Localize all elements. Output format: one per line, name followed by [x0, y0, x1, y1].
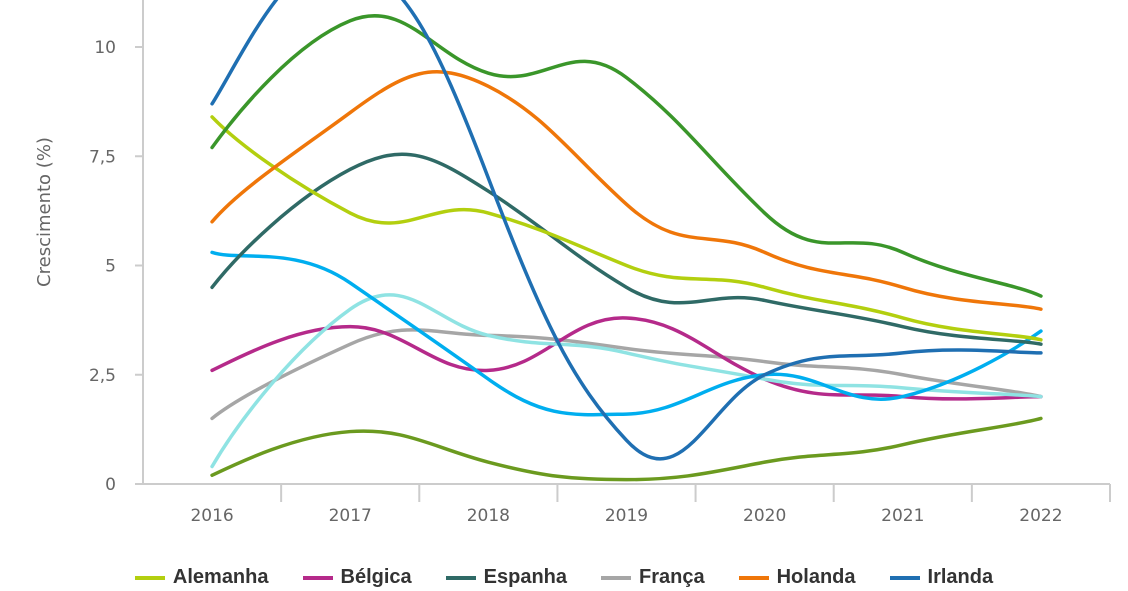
legend-item[interactable]: Alemanha [134, 566, 269, 589]
x-tick-label: 2017 [329, 506, 372, 526]
y-axis-title: Crescimento (%) [34, 137, 55, 287]
series-line-espanha [210, 152, 1043, 346]
legend-label: Espanha [483, 566, 568, 588]
series-line-series-9 [210, 293, 1043, 469]
legend-swatch [601, 575, 632, 580]
legend-item[interactable]: Espanha [445, 566, 568, 589]
series-line-series-8 [210, 250, 1043, 417]
x-tick-label: 2016 [190, 506, 233, 526]
series-line-irlanda [210, 0, 1043, 461]
legend-label: Irlanda [927, 566, 994, 588]
x-tick-label: 2018 [467, 506, 510, 526]
legend-swatch [302, 575, 333, 580]
legend-swatch [445, 575, 476, 580]
legend-item[interactable]: França [601, 566, 705, 589]
y-tick-label: 2,5 [89, 366, 116, 386]
legend-label: França [639, 566, 705, 588]
y-tick-label: 10 [94, 38, 116, 58]
legend-label: Bélgica [340, 566, 412, 588]
x-tick-label: 2020 [743, 506, 786, 526]
y-tick-label: 7,5 [89, 147, 116, 167]
legend-label: Holanda [776, 566, 856, 588]
legend-swatch [889, 575, 920, 580]
series-line-series-7 [210, 14, 1043, 298]
series-line-series-10 [210, 416, 1043, 482]
legend-item[interactable]: Bélgica [302, 566, 412, 589]
legend-label: Alemanha [172, 566, 269, 588]
series-line-frança [210, 328, 1043, 421]
legend-item[interactable]: Holanda [738, 566, 856, 589]
x-tick-label: 2019 [605, 506, 648, 526]
legend-swatch [134, 575, 165, 580]
legend-item[interactable]: Irlanda [889, 566, 994, 589]
y-tick-label: 0 [105, 475, 116, 495]
x-tick-label: 2021 [881, 506, 924, 526]
series-line-holanda [210, 70, 1043, 311]
legend-swatch [738, 575, 769, 580]
legend: Alemanha Bélgica Espanha França Holanda Irlan… [0, 566, 1128, 589]
y-tick-label: 5 [105, 257, 116, 277]
series-line-alemanha [210, 115, 1043, 342]
x-tick-label: 2022 [1019, 506, 1062, 526]
